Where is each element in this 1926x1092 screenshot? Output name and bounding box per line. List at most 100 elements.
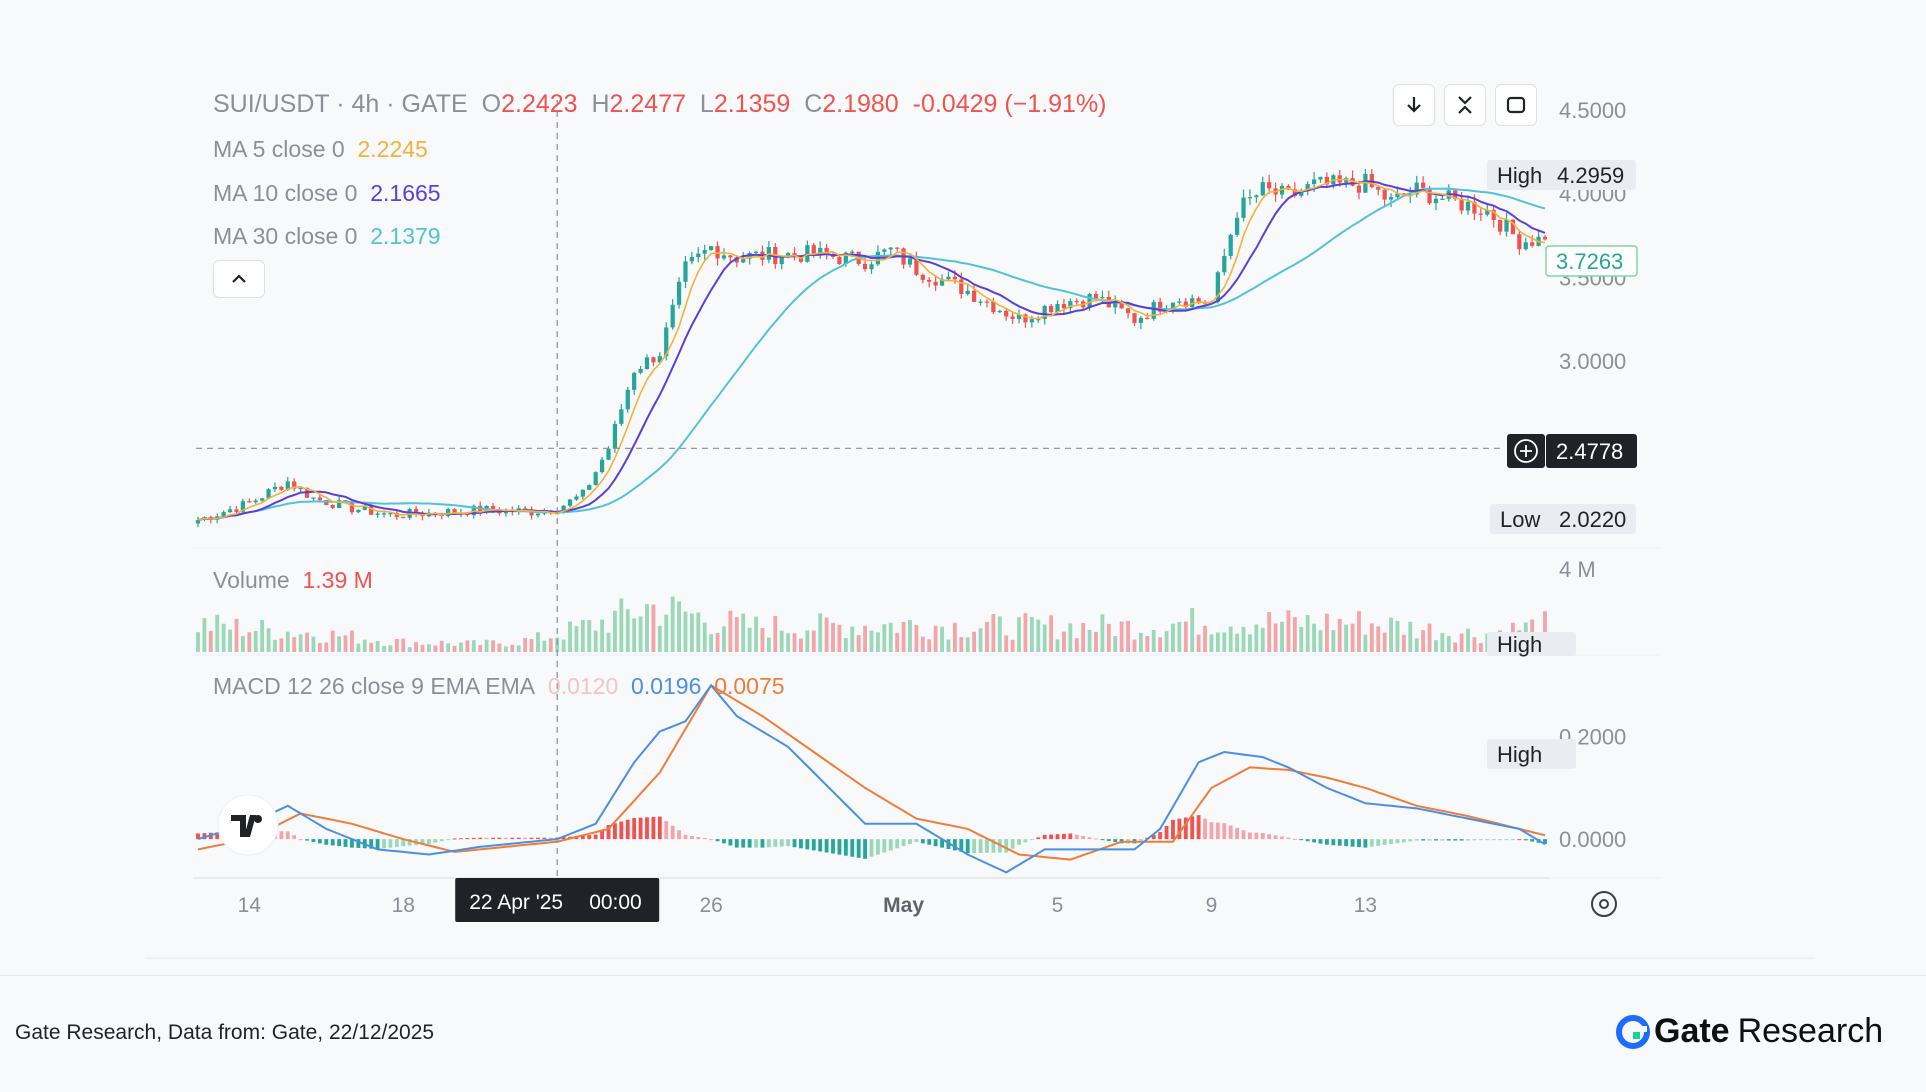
macd-histogram-bar: [1318, 839, 1323, 844]
volume-bar: [1331, 630, 1336, 652]
volume-bar: [799, 638, 803, 652]
macd-histogram-bar: [433, 839, 438, 843]
macd-histogram-bar: [600, 829, 605, 840]
candle: [1177, 298, 1182, 305]
candle-body: [1459, 198, 1464, 211]
volume-bar: [420, 644, 425, 652]
volume-bar: [1337, 618, 1342, 652]
volume-bar: [831, 622, 835, 652]
volume-bar: [888, 622, 893, 652]
fullscreen-button[interactable]: [1495, 84, 1537, 126]
collapse-legend-button[interactable]: [213, 260, 265, 298]
volume-bar: [587, 619, 592, 652]
volume-bar: [1421, 630, 1426, 652]
candle: [535, 513, 541, 518]
high-badge-label: High: [1497, 163, 1542, 188]
candle: [1523, 237, 1528, 251]
candle-body: [413, 508, 419, 515]
macd-histogram-bar: [503, 837, 508, 840]
volume-bar: [529, 639, 534, 652]
candle-body: [593, 472, 598, 486]
candle: [1478, 206, 1483, 221]
macd-high-badge-bg: [1487, 739, 1576, 769]
macd-histogram-bar: [645, 817, 649, 840]
macd-histogram-bar: [1517, 839, 1522, 841]
macd-histogram-bar: [311, 839, 316, 842]
candle: [1369, 168, 1374, 189]
macd-histogram-bar: [1504, 839, 1509, 841]
candle: [1305, 181, 1310, 196]
macd-histogram-bar: [202, 833, 207, 840]
candle-body: [1029, 319, 1034, 323]
candle: [574, 494, 579, 502]
collapse-button[interactable]: [1444, 84, 1486, 126]
macd-histogram-bar: [1203, 818, 1207, 840]
candle: [1222, 248, 1227, 276]
macd-histogram-bar: [1106, 839, 1111, 841]
candle-body: [683, 261, 688, 282]
macd-histogram-bar: [638, 817, 643, 840]
candle-body: [676, 281, 682, 305]
volume-bar: [285, 631, 290, 652]
macd-histogram-bar: [1049, 834, 1054, 840]
macd-histogram-bar: [478, 837, 483, 840]
candle-body: [1158, 301, 1163, 312]
volume-bar: [1292, 617, 1297, 652]
candle: [1376, 185, 1381, 196]
volume-bar: [1055, 639, 1060, 652]
volume-bar: [1119, 621, 1124, 652]
macd-line: [197, 683, 1546, 874]
candle: [1061, 298, 1067, 315]
candle: [1260, 176, 1265, 196]
macd-histogram-bar: [741, 839, 746, 848]
volume-bar: [985, 621, 989, 652]
candle-body: [1145, 317, 1150, 320]
volume-bar: [1401, 634, 1406, 652]
volume-bar: [946, 639, 951, 652]
candle-body: [657, 356, 662, 363]
volume-bar: [542, 640, 547, 652]
candle-body: [1004, 310, 1009, 317]
candle-body: [388, 513, 393, 515]
candle-body: [1305, 184, 1310, 192]
macd-histogram-bar: [330, 839, 335, 846]
volume-bar: [1209, 634, 1214, 652]
candle: [599, 456, 605, 474]
settings-icon: [1591, 891, 1617, 917]
crosshair-time-label: 00:00: [589, 891, 642, 914]
macd-histogram-bar: [1472, 839, 1477, 841]
download-button[interactable]: [1393, 84, 1435, 126]
candle: [805, 240, 810, 263]
volume-bar: [1126, 620, 1130, 652]
volume-bar: [1074, 638, 1079, 652]
time-axis-label: 14: [238, 894, 262, 917]
candle: [1382, 188, 1387, 206]
candle-body: [446, 509, 451, 517]
candle-body: [330, 505, 335, 509]
macd-histogram-bar: [593, 834, 598, 840]
volume-bar: [1017, 617, 1021, 652]
high-value: 2.2477: [609, 90, 686, 118]
volume-bar: [407, 647, 412, 652]
time-axis-label: 13: [1354, 894, 1377, 917]
volume-bar: [1087, 629, 1092, 652]
volume-legend: Volume 1.39 M: [213, 567, 373, 594]
volume-bar: [760, 628, 765, 652]
candle: [619, 404, 624, 427]
volume-high-badge-bg: [1487, 632, 1576, 656]
macd-histogram-bar: [536, 837, 540, 840]
candle-body: [1055, 304, 1060, 313]
macd-histogram-bar: [664, 821, 669, 840]
candle-body: [561, 505, 566, 514]
volume-bar: [369, 642, 374, 652]
macd-histogram-bar: [978, 839, 983, 853]
volume-bar: [1478, 643, 1483, 652]
candle-body: [253, 500, 258, 503]
candle: [1504, 212, 1509, 237]
macd-signal-value: 0.0075: [714, 673, 785, 699]
candle-body: [535, 513, 541, 516]
volume-bar: [722, 626, 726, 652]
volume-bar: [350, 630, 354, 652]
macd-histogram-bar: [1241, 830, 1246, 840]
